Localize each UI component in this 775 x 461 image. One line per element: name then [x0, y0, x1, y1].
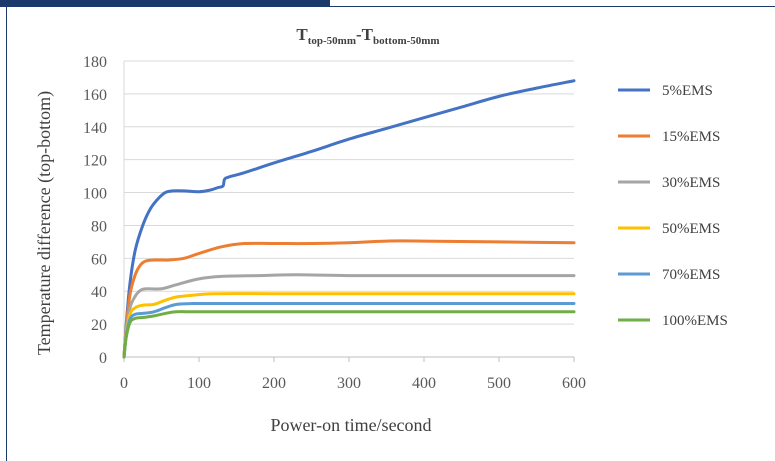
legend-label: 100%EMS	[662, 313, 728, 329]
legend-label: 15%EMS	[662, 129, 720, 145]
legend-label: 70%EMS	[662, 267, 720, 283]
y-tick-label: 180	[83, 54, 107, 71]
left-border	[6, 6, 7, 461]
series-line	[122, 301, 576, 359]
axes	[123, 61, 575, 362]
y-tick-label: 100	[83, 186, 107, 203]
y-tick-label: 80	[91, 218, 107, 235]
y-tick-label: 60	[91, 251, 107, 268]
legend-label: 5%EMS	[662, 83, 713, 99]
y-tick-label: 20	[91, 317, 107, 334]
y-tick-labels: 0 20 40 60 80 100 120 140 160 180	[83, 54, 107, 367]
x-tick-label: 200	[262, 375, 286, 392]
top-border	[0, 6, 775, 7]
legend-label: 30%EMS	[662, 175, 720, 191]
legend-label: 50%EMS	[662, 221, 720, 237]
x-tick-label: 0	[120, 375, 128, 392]
y-tick-label: 140	[83, 120, 107, 137]
series-line	[122, 273, 576, 359]
y-tick-label: 40	[91, 284, 107, 301]
x-tick-label: 100	[187, 375, 211, 392]
x-tick-labels: 0 100 200 300 400 500 600	[120, 375, 586, 392]
chart-title: Ttop-50mm-Tbottom-50mm	[296, 25, 439, 47]
series-lines	[122, 79, 576, 359]
x-tick-label: 400	[412, 375, 436, 392]
header-accent-bar	[0, 0, 330, 6]
y-tick-label: 160	[83, 87, 107, 104]
title-text: T	[296, 25, 308, 44]
legend: 5%EMS 15%EMS 30%EMS 50%EMS 70%EMS 100%EMS	[618, 83, 728, 329]
y-tick-label: 0	[99, 350, 107, 367]
y-tick-label: 120	[83, 153, 107, 170]
x-tick-label: 300	[337, 375, 361, 392]
y-axis-title: Temperature difference (top-bottom)	[34, 91, 55, 355]
x-tick-label: 500	[487, 375, 511, 392]
title-subscript: bottom-50mm	[373, 35, 440, 47]
x-axis-title: Power-on time/second	[270, 415, 431, 435]
title-subscript: top-50mm	[308, 35, 356, 47]
series-line	[122, 79, 576, 359]
x-tick-label: 600	[562, 375, 586, 392]
series-line	[122, 292, 576, 359]
series-line	[122, 310, 576, 359]
series-line	[122, 239, 576, 359]
title-text: -T	[356, 25, 374, 44]
